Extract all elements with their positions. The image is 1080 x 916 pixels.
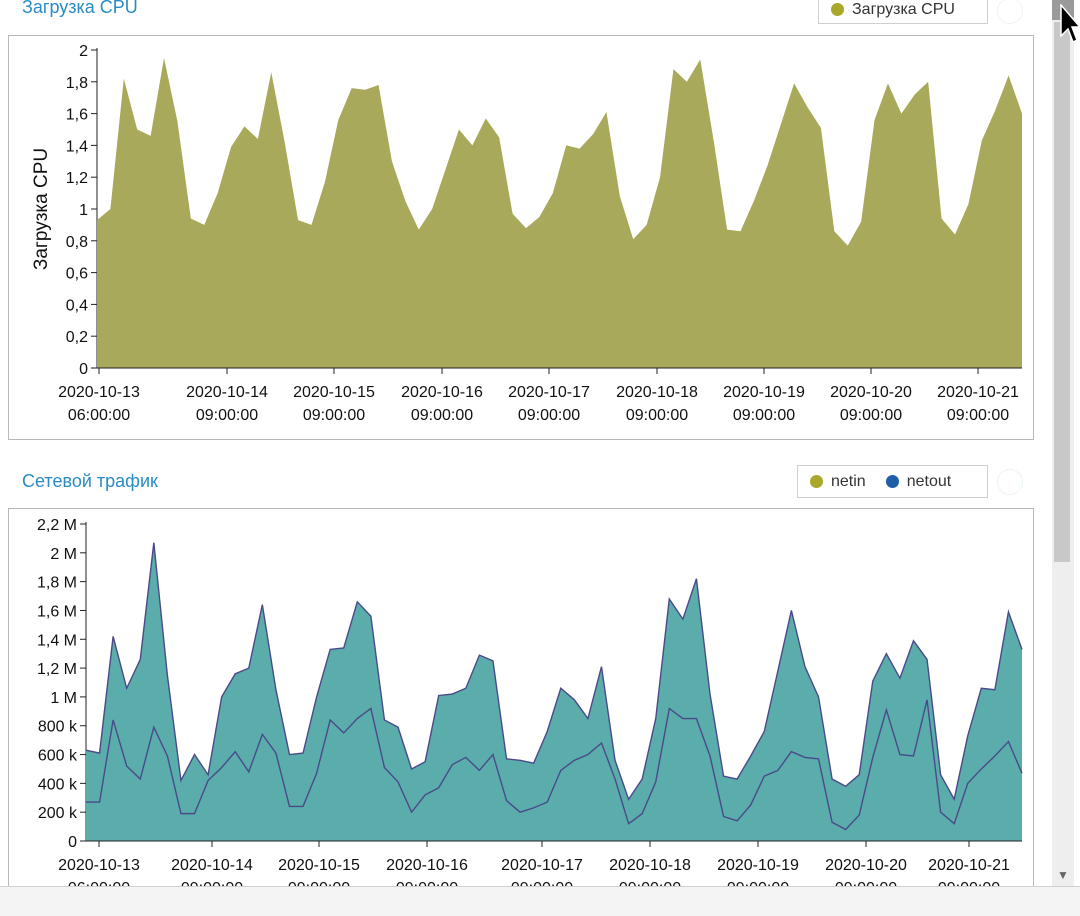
x-tick-label-date: 2020-10-13 — [58, 857, 140, 874]
y-tick-label: 2 — [79, 43, 88, 60]
y-tick-label: 1,2 M — [37, 661, 77, 678]
x-tick-label-date: 2020-10-19 — [717, 857, 799, 874]
x-tick-label-date: 2020-10-16 — [401, 384, 483, 401]
cpu-chart-frame: 0 0,2 0,4 0,6 0,8 1 1,2 1,4 1,6 1,8 2 2020-10-13 06:… — [8, 35, 1034, 440]
network-chart: 0 200 k 400 k 600 k 800 k 1 M 1,2 M 1,4 M 1,6 M 1… — [37, 517, 1023, 887]
x-tick-label-time: 09:00:00 — [938, 880, 1000, 887]
y-tick-label: 0,4 — [66, 297, 88, 314]
mouse-cursor-icon — [1060, 4, 1080, 44]
x-tick-label-date: 2020-10-14 — [171, 857, 253, 874]
cpu-panel-title: Загрузка CPU — [22, 0, 138, 17]
x-tick-label-time: 09:00:00 — [411, 407, 473, 424]
horizontal-scrollbar[interactable] — [0, 886, 1080, 916]
y-tick-label: 1,6 — [66, 107, 88, 124]
x-tick-label-date: 2020-10-19 — [723, 384, 805, 401]
y-tick-label: 600 k — [38, 748, 78, 765]
y-tick-label: 0 — [79, 361, 88, 378]
y-tick-label: 1,4 M — [37, 632, 77, 649]
x-tick-label-date: 2020-10-16 — [386, 857, 468, 874]
x-tick-label-date: 2020-10-21 — [928, 857, 1010, 874]
x-tick-label-time: 09:00:00 — [511, 880, 573, 887]
series-line-netout — [86, 699, 1023, 831]
net-chart-menu-icon[interactable] — [997, 469, 1023, 495]
y-tick-label: 1 M — [50, 690, 77, 707]
y-axis-label: Загрузка CPU — [31, 148, 52, 270]
x-tick-label-time: 09:00:00 — [733, 407, 795, 424]
net-chart-frame: 0 200 k 400 k 600 k 800 k 1 M 1,2 M 1,4 M 1,6 M 1… — [8, 508, 1034, 887]
x-tick-label-time: 09:00:00 — [619, 880, 681, 887]
x-tick-label-date: 2020-10-18 — [616, 384, 698, 401]
x-tick-label-date: 2020-10-18 — [609, 857, 691, 874]
x-tick-label-date: 2020-10-20 — [830, 384, 912, 401]
x-tick-label-time: 09:00:00 — [835, 880, 897, 887]
legend-label: netin — [831, 472, 866, 490]
cpu-chart: 0 0,2 0,4 0,6 0,8 1 1,2 1,4 1,6 1,8 2 2020-10-13 06:… — [31, 43, 1022, 424]
x-tick-label-date: 2020-10-17 — [501, 857, 583, 874]
legend-item-netout[interactable]: netout — [885, 472, 952, 491]
legend-label: netout — [906, 472, 952, 490]
cpu-legend: Загрузка CPU — [818, 0, 988, 24]
y-tick-label: 1,8 — [66, 75, 88, 92]
net-legend: netin netout — [797, 465, 988, 498]
y-tick-label: 1,2 — [66, 170, 88, 187]
y-tick-label: 2,2 M — [37, 517, 77, 534]
x-tick-label-date: 2020-10-15 — [278, 857, 360, 874]
x-tick-label-time: 09:00:00 — [840, 407, 902, 424]
x-tick-label-time: 06:00:00 — [68, 880, 130, 887]
x-tick-label-time: 06:00:00 — [68, 407, 130, 424]
y-tick-label: 0,8 — [66, 234, 88, 251]
net-panel-title: Сетевой трафик — [22, 471, 158, 491]
x-tick-label-time: 09:00:00 — [947, 407, 1009, 424]
y-tick-label: 0,2 — [66, 329, 88, 346]
y-tick-label: 0 — [68, 834, 77, 851]
y-tick-label: 800 k — [38, 719, 78, 736]
y-tick-label: 200 k — [38, 805, 78, 822]
legend-dot-icon — [831, 3, 844, 16]
x-tick-label-time: 09:00:00 — [396, 880, 458, 887]
x-tick-label-time: 09:00:00 — [181, 880, 243, 887]
x-tick-label-time: 09:00:00 — [303, 407, 365, 424]
scrollbar-thumb[interactable] — [1054, 22, 1070, 562]
y-tick-label: 2 M — [50, 546, 77, 563]
y-tick-label: 1 — [79, 202, 88, 219]
legend-dot-icon — [810, 475, 823, 488]
x-tick-label-date: 2020-10-17 — [508, 384, 590, 401]
x-tick-label-time: 09:00:00 — [727, 880, 789, 887]
y-tick-label: 1,4 — [66, 138, 88, 155]
series-area-netin — [86, 542, 1022, 841]
y-tick-label: 400 k — [38, 776, 78, 793]
x-tick-label-time: 09:00:00 — [518, 407, 580, 424]
legend-item-netin[interactable]: netin — [810, 473, 866, 491]
x-tick-label-date: 2020-10-15 — [293, 384, 375, 401]
series-line-netin — [85, 542, 1023, 802]
legend-item-cpu[interactable]: Загрузка CPU — [831, 1, 955, 19]
scroll-down-arrow-icon[interactable]: ▼ — [1057, 868, 1069, 882]
y-tick-label: 1,8 M — [37, 575, 77, 592]
x-tick-label-date: 2020-10-21 — [937, 384, 1019, 401]
legend-label: Загрузка CPU — [852, 0, 955, 18]
x-tick-label-time: 09:00:00 — [196, 407, 258, 424]
x-tick-label-time: 09:00:00 — [626, 407, 688, 424]
x-tick-label-time: 09:00:00 — [288, 880, 350, 887]
x-tick-label-date: 2020-10-14 — [186, 384, 268, 401]
x-tick-label-date: 2020-10-13 — [58, 384, 140, 401]
legend-dot-icon — [885, 475, 899, 488]
cpu-chart-menu-icon[interactable] — [997, 0, 1023, 24]
series-area-cpu — [97, 57, 1022, 368]
y-tick-label: 0,6 — [66, 266, 88, 283]
x-tick-label-date: 2020-10-20 — [825, 857, 907, 874]
y-tick-label: 1,6 M — [37, 603, 77, 620]
